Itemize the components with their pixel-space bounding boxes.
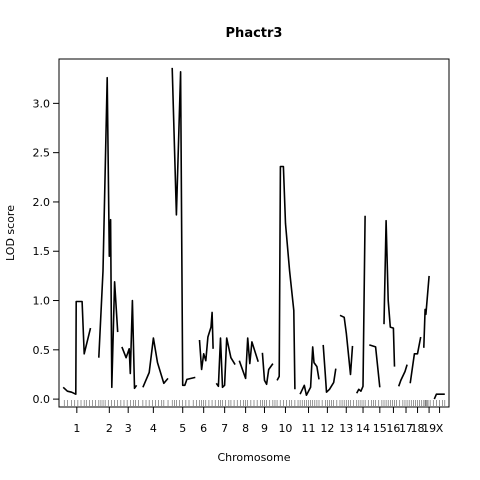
lod-line-chr-5 — [171, 67, 196, 387]
lod-line-chr-12 — [322, 344, 337, 394]
lod-line-chr-8 — [238, 337, 259, 380]
x-tick-label: 5 — [179, 422, 186, 435]
x-tick-label: 19 — [422, 422, 436, 435]
y-tick-label: 0.0 — [33, 393, 51, 406]
lod-line-chr-15 — [369, 344, 381, 388]
lod-line-chr-4 — [142, 337, 169, 388]
lod-line-chr-1 — [62, 300, 92, 396]
x-tick-label: 7 — [221, 422, 228, 435]
x-tick-label: 15 — [373, 422, 387, 435]
x-tick-label: 6 — [200, 422, 207, 435]
lod-line-chr-19 — [423, 275, 430, 348]
y-axis: 0.0 0.5 1.0 1.5 2.0 2.5 3.0 — [33, 97, 60, 406]
lod-line-chr-13 — [339, 314, 354, 376]
lod-line-chr-9 — [261, 352, 274, 386]
x-axis-label: Chromosome — [217, 451, 290, 464]
x-tick-label: 18 — [411, 422, 425, 435]
lod-line-chr-6 — [198, 311, 214, 371]
x-tick-label: 13 — [339, 422, 353, 435]
x-tick-label: 17 — [399, 422, 413, 435]
lod-lines — [62, 67, 445, 400]
lod-line-chr-17 — [397, 364, 408, 387]
lod-line-chr-18 — [409, 336, 422, 384]
lod-line-chr-3 — [121, 299, 138, 390]
lod-line-chr-7 — [215, 337, 236, 389]
x-tick-label: 10 — [278, 422, 292, 435]
x-tick-label: 4 — [150, 422, 157, 435]
lod-line-chr-10 — [276, 165, 296, 390]
marker-rug — [63, 400, 446, 406]
x-tick-label: 1 — [73, 422, 80, 435]
y-tick-label: 2.0 — [33, 196, 51, 209]
y-tick-label: 3.0 — [33, 97, 51, 110]
y-axis-label: LOD score — [4, 205, 17, 261]
y-tick-label: 1.5 — [33, 245, 51, 258]
lod-line-chr-16 — [383, 219, 396, 367]
x-tick-label: 14 — [356, 422, 370, 435]
x-tick-label: 11 — [302, 422, 316, 435]
x-tick-label: 2 — [106, 422, 113, 435]
x-tick-label: 12 — [320, 422, 334, 435]
lod-line-chr-11 — [299, 346, 320, 397]
x-tick-label: 8 — [242, 422, 249, 435]
lod-line-chr-X — [433, 393, 445, 400]
lod-line-chr-2 — [98, 76, 119, 389]
x-tick-label: 16 — [386, 422, 400, 435]
x-tick-label: 9 — [261, 422, 268, 435]
x-tick-label: X — [436, 422, 444, 435]
lod-line-chr-14 — [355, 215, 366, 394]
y-tick-label: 0.5 — [33, 344, 51, 357]
y-tick-label: 2.5 — [33, 147, 51, 160]
y-tick-label: 1.0 — [33, 295, 51, 308]
chart-title: Phactr3 — [226, 26, 283, 41]
x-tick-label: 3 — [125, 422, 132, 435]
